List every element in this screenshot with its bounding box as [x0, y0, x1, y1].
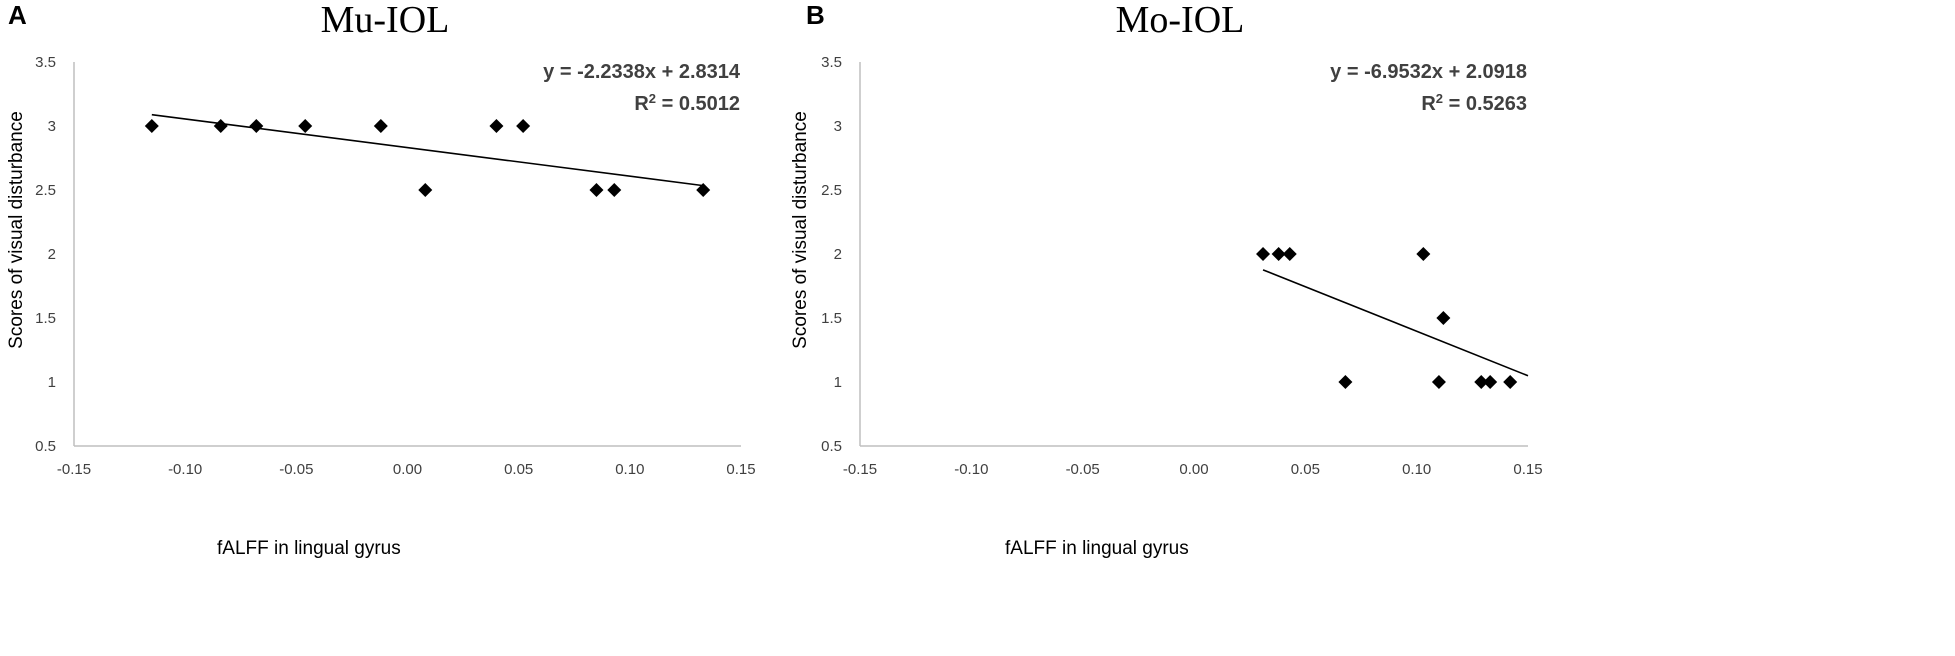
x-tick-label-a: -0.10 — [168, 461, 202, 478]
r-squared-a: R2 = 0.5012 — [634, 91, 740, 116]
y-tick-label-b: 0.5 — [821, 438, 842, 455]
data-point-b — [1503, 375, 1518, 389]
data-point-a — [249, 119, 264, 133]
chart-title-a: Mu-IOL — [321, 0, 450, 41]
data-point-a — [373, 119, 388, 133]
data-point-a — [418, 183, 433, 197]
x-tick-label-b: 0.00 — [1179, 461, 1208, 478]
data-point-a — [489, 119, 504, 133]
plot-area-a: 0.5 1 1.5 2 2.5 3 3.5 -0.15 -0.10 -0.05 0.00 0.05 0.… — [35, 54, 755, 478]
data-point-a — [696, 183, 711, 197]
y-tick-label-b: 1.5 — [821, 310, 842, 327]
data-point-a — [144, 119, 159, 133]
x-tick-label-b: -0.05 — [1066, 461, 1100, 478]
y-tick-label-a: 0.5 — [35, 438, 56, 455]
panel-letter-a: A — [8, 0, 27, 30]
plot-area-b: 0.5 1 1.5 2 2.5 3 3.5 -0.15 -0.10 -0.05 0.00 0.05 0.… — [821, 54, 1542, 478]
chart-panel-a: A Mu-IOL y = -2.2338x + 2.8314 R2 = 0.50… — [6, 0, 756, 559]
x-tick-label-b: 0.10 — [1402, 461, 1431, 478]
x-tick-label-b: -0.15 — [843, 461, 877, 478]
x-axis-label-b: fALFF in lingual gyrus — [1005, 538, 1189, 559]
data-point-b — [1416, 247, 1431, 261]
y-tick-label-a: 2 — [48, 246, 56, 263]
chart-title-b: Mo-IOL — [1116, 0, 1245, 41]
x-tick-label-a: 0.05 — [504, 461, 533, 478]
x-tick-label-a: 0.00 — [393, 461, 422, 478]
x-tick-label-b: 0.05 — [1291, 461, 1320, 478]
x-axis-label-a: fALFF in lingual gyrus — [217, 538, 401, 559]
chart-panel-b: B Mo-IOL y = -6.9532x + 2.0918 R2 = 0.52… — [790, 0, 1543, 559]
data-point-b — [1271, 247, 1286, 261]
data-point-b — [1431, 375, 1446, 389]
data-point-a — [516, 119, 531, 133]
y-tick-label-b: 1 — [834, 374, 842, 391]
data-point-a — [607, 183, 622, 197]
trendline-equation-b: y = -6.9532x + 2.0918 — [1330, 61, 1527, 83]
y-tick-label-a: 1.5 — [35, 310, 56, 327]
trendline-b — [1262, 269, 1529, 377]
y-tick-label-b: 2 — [834, 246, 842, 263]
r-squared-b: R2 = 0.5263 — [1421, 91, 1527, 116]
x-tick-label-a: -0.15 — [57, 461, 91, 478]
y-axis-label-b: Scores of visual disturbance — [790, 111, 811, 349]
x-tick-label-b: 0.15 — [1513, 461, 1542, 478]
trendline-a — [151, 113, 704, 187]
y-tick-label-b: 3.5 — [821, 54, 842, 71]
x-tick-label-a: -0.05 — [279, 461, 313, 478]
data-point-a — [298, 119, 313, 133]
data-point-b — [1483, 375, 1498, 389]
x-tick-label-a: 0.10 — [615, 461, 644, 478]
x-tick-label-b: -0.10 — [954, 461, 988, 478]
y-tick-label-a: 1 — [48, 374, 56, 391]
data-point-b — [1338, 375, 1353, 389]
data-point-b — [1436, 311, 1451, 325]
x-tick-label-a: 0.15 — [726, 461, 755, 478]
data-point-b — [1256, 247, 1271, 261]
y-axis-label-a: Scores of visual disturbance — [6, 111, 27, 349]
data-point-a — [213, 119, 228, 133]
y-tick-label-b: 2.5 — [821, 182, 842, 199]
y-tick-label-b: 3 — [834, 118, 842, 135]
data-point-b — [1282, 247, 1297, 261]
data-point-b — [1474, 375, 1489, 389]
y-tick-label-a: 3 — [48, 118, 56, 135]
y-tick-label-a: 3.5 — [35, 54, 56, 71]
data-point-a — [589, 183, 604, 197]
y-tick-label-a: 2.5 — [35, 182, 56, 199]
trendline-equation-a: y = -2.2338x + 2.8314 — [543, 61, 741, 83]
panel-letter-b: B — [806, 0, 825, 30]
